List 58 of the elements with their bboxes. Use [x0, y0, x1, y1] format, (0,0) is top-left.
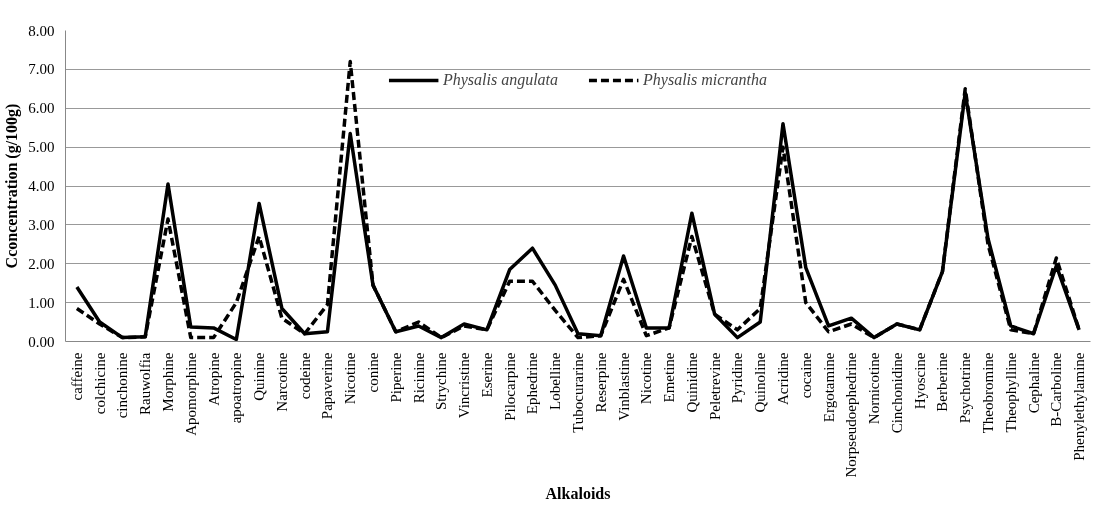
x-axis-title: Alkaloids: [545, 485, 611, 503]
x-tick-label: Berberine: [934, 352, 951, 412]
y-tick-label: 1.00: [28, 294, 55, 311]
x-tick-label: Psychotrine: [957, 352, 974, 424]
x-tick-label: Reserpine: [592, 352, 609, 413]
y-tick-label: 3.00: [28, 216, 55, 233]
x-tick-label: Quinidine: [683, 352, 700, 413]
x-tick-label: Quinine: [251, 352, 268, 401]
x-tick-label: Pilocarpine: [501, 352, 518, 421]
x-tick-label: Theobromine: [980, 352, 996, 434]
x-tick-label: caffeine: [68, 352, 85, 401]
x-tick-label: Ephedrine: [524, 352, 541, 415]
x-tick-label: Emetine: [661, 352, 678, 403]
x-tick-label: Morphine: [160, 352, 176, 412]
x-tick-label: Rauwolfia: [137, 352, 154, 415]
y-tick-label: 8.00: [28, 22, 55, 39]
x-tick-label: apoatropine: [228, 352, 245, 424]
x-tick-label: Quinoline: [752, 352, 769, 413]
y-tick-label: 4.00: [28, 178, 55, 194]
x-tick-label: Apomorphine: [182, 352, 199, 436]
x-tick-label: conine: [365, 352, 381, 393]
y-tick-label: 6.00: [28, 100, 55, 117]
x-tick-label: Phenylethylamine: [1071, 352, 1088, 461]
x-tick-label: Vinblastine: [615, 352, 632, 421]
x-tick-label: colchicine: [91, 352, 108, 415]
x-tick-label: codeine: [296, 352, 313, 400]
x-tick-label: Acridine: [775, 352, 791, 405]
x-tick-label: Theophylline: [1002, 352, 1019, 433]
legend-label: Physalis angulata: [442, 71, 559, 89]
x-tick-label: cinchonine: [114, 352, 131, 419]
y-tick-label: 2.00: [28, 255, 55, 272]
x-tick-label: Vincristine: [456, 352, 473, 419]
x-tick-label: cocaine: [797, 352, 814, 399]
x-tick-label: Peletrevine: [706, 352, 723, 420]
x-tick-label: Tubocurarine: [570, 352, 586, 433]
x-tick-label: Ricinine: [410, 352, 427, 404]
x-tick-label: Norpseudoephedrine: [843, 352, 860, 478]
x-tick-label: Hyoscine: [911, 352, 928, 410]
x-tick-label: Narcotine: [273, 352, 290, 412]
x-tick-label: Lobelline: [547, 352, 564, 410]
x-tick-label: Nicotine: [342, 352, 359, 405]
y-tick-label: 5.00: [28, 139, 55, 156]
x-tick-label: Atropine: [205, 352, 222, 406]
x-tick-label: Strychine: [433, 352, 450, 410]
x-tick-label: B-Carboline: [1048, 352, 1065, 427]
x-tick-label: Cephaline: [1025, 352, 1042, 414]
legend-label: Physalis micrantha: [643, 71, 768, 89]
x-tick-label: Eserine: [478, 352, 495, 398]
x-tick-label: Piperine: [387, 352, 404, 403]
x-tick-label: Papaverine: [319, 352, 336, 420]
y-axis-title: Cconcentration (g/100g): [3, 103, 22, 269]
x-tick-label: Pyridine: [729, 352, 746, 404]
x-tick-label: Cinchonidine: [888, 352, 905, 434]
y-tick-label: 0.00: [28, 333, 55, 350]
x-tick-label: Nornicotine: [866, 352, 883, 425]
x-tick-label: Nicotine: [638, 352, 655, 405]
y-tick-label: 7.00: [28, 61, 55, 78]
x-tick-label: Ergotamine: [820, 352, 837, 423]
